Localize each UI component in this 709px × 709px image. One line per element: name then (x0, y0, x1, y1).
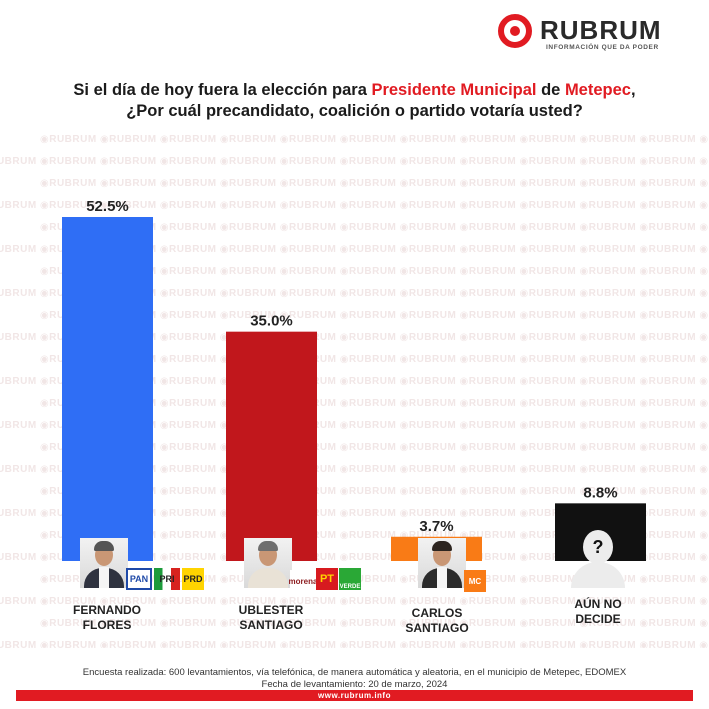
question-mark-icon: ? (583, 530, 613, 564)
photo-hair (432, 541, 452, 551)
question-office: Presidente Municipal (371, 81, 537, 99)
website-footer: www.rubrum.info (16, 690, 693, 701)
question-line-1: Si el día de hoy fuera la elección para … (10, 80, 699, 100)
label-line: CARLOS (411, 606, 463, 620)
logo-tagline: INFORMACIÓN QUE DA PODER (546, 44, 659, 51)
question-text-mid: de (536, 81, 565, 99)
survey-methodology-note: Encuesta realizada: 600 levantamientos, … (82, 667, 627, 678)
label-line: FLORES (82, 618, 132, 632)
label-line: SANTIAGO (405, 621, 469, 635)
candidate-label-ublester: UBLESTER SANTIAGO (206, 603, 336, 633)
value-label-0: 52.5% (86, 198, 129, 215)
label-line: SANTIAGO (239, 618, 303, 632)
photo-body (248, 568, 288, 588)
candidate-label-undecided: AÚN NO DECIDE (533, 597, 663, 627)
candidate-label-fernando: FERNANDO FLORES (42, 603, 172, 633)
question-punct: , (630, 81, 636, 99)
label-line: FERNANDO (73, 603, 141, 617)
party-logo-mc: MC (464, 570, 486, 592)
rubrum-logo: RUBRUM INFORMACIÓN QUE DA PODER (498, 14, 698, 56)
question-line-2: ¿Por cuál precandidato, coalición o part… (126, 102, 583, 120)
photo-shirt (437, 567, 447, 588)
survey-date-note: Fecha de levantamiento: 20 de marzo, 202… (261, 679, 448, 690)
label-line: AÚN NO (574, 597, 622, 611)
candidate-photo-carlos (418, 538, 466, 588)
candidate-label-carlos: CARLOS SANTIAGO (372, 606, 502, 636)
question-place: Metepec (564, 81, 631, 99)
logo-mark-icon (498, 14, 532, 48)
bar-1 (226, 331, 317, 561)
party-logo-pri: PRI (154, 568, 180, 590)
value-label-2: 3.7% (419, 518, 453, 535)
party-logo-pt: PT (316, 568, 338, 590)
label-line: UBLESTER (238, 603, 304, 617)
value-label-1: 35.0% (250, 313, 293, 330)
logo-wordmark: RUBRUM (540, 15, 662, 45)
photo-shirt (99, 567, 109, 588)
party-logo-verde: VERDE (339, 568, 361, 590)
candidate-photo-fernando (80, 538, 128, 588)
value-label-3: 8.8% (583, 484, 617, 501)
label-line: DECIDE (575, 612, 621, 626)
undecided-silhouette-icon: ? (568, 530, 628, 588)
party-logo-prd: PRD (182, 568, 204, 590)
bar-0 (62, 217, 153, 561)
party-logo-pan: PAN (126, 568, 152, 590)
photo-hair (94, 541, 114, 551)
party-logo-morena: morena (289, 570, 317, 592)
photo-hair (258, 541, 278, 551)
candidate-photo-ublester (244, 538, 292, 588)
question-text: Si el día de hoy fuera la elección para (73, 81, 372, 99)
silhouette-body (571, 562, 625, 588)
